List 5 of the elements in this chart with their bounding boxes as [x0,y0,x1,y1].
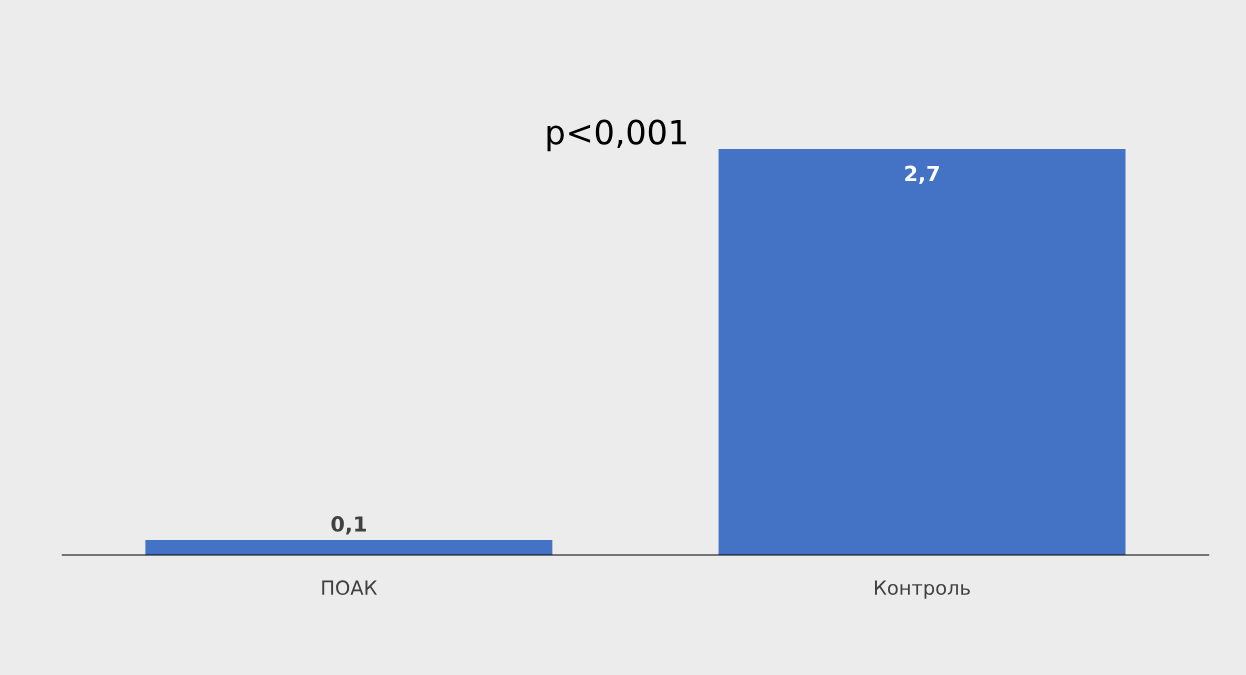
annotation: p<0,001 [547,119,686,152]
data-label: 0,1 [331,516,366,535]
x-tick-label: ПОАК [322,580,378,596]
x-tick-label: Контроль [875,580,970,599]
data-label: 2,7 [905,165,939,185]
